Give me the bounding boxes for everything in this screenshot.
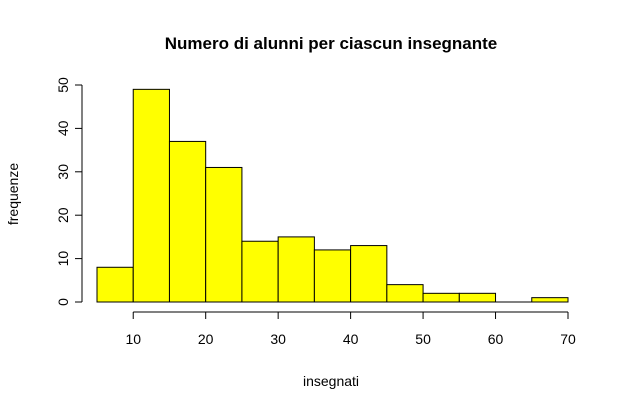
histogram-bar-55-60 [458,292,497,303]
y-tick-label: 30 [55,164,71,180]
y-tick-label: 20 [55,207,71,223]
histogram-bar-30-35 [277,236,315,303]
histogram-bar-10-15 [132,88,170,303]
y-tick-label: 50 [55,77,71,93]
x-axis-label: insegnati [303,373,359,389]
chart-title: Numero di alunni per ciascun insegnante [165,34,498,53]
y-tick-label: 0 [55,298,71,306]
x-tick-label: 10 [125,331,141,347]
histogram-bar-20-25 [205,166,243,303]
x-tick-label: 50 [415,331,431,347]
histogram-bar-25-30 [241,240,279,303]
y-tick-label: 10 [55,251,71,267]
bars-group [96,88,569,303]
x-tick-label: 40 [343,331,359,347]
histogram-bar-35-40 [313,249,352,303]
x-tick-label: 70 [560,331,576,347]
y-axis: 0 10 20 30 40 50 [55,77,83,306]
x-tick-label: 60 [488,331,504,347]
histogram-bar-40-45 [350,245,388,303]
histogram-bar-45-50 [386,284,424,303]
histogram-bar-5-10 [96,266,134,303]
x-tick-label: 30 [270,331,286,347]
histogram-bar-65-70 [531,297,569,303]
y-tick-label: 40 [55,120,71,136]
histogram-bar-50-55 [422,292,460,303]
histogram-bar-15-20 [168,140,207,303]
x-tick-label: 20 [198,331,214,347]
y-axis-label: frequenze [5,163,21,225]
x-axis: 10 20 30 40 50 60 70 [125,311,576,347]
